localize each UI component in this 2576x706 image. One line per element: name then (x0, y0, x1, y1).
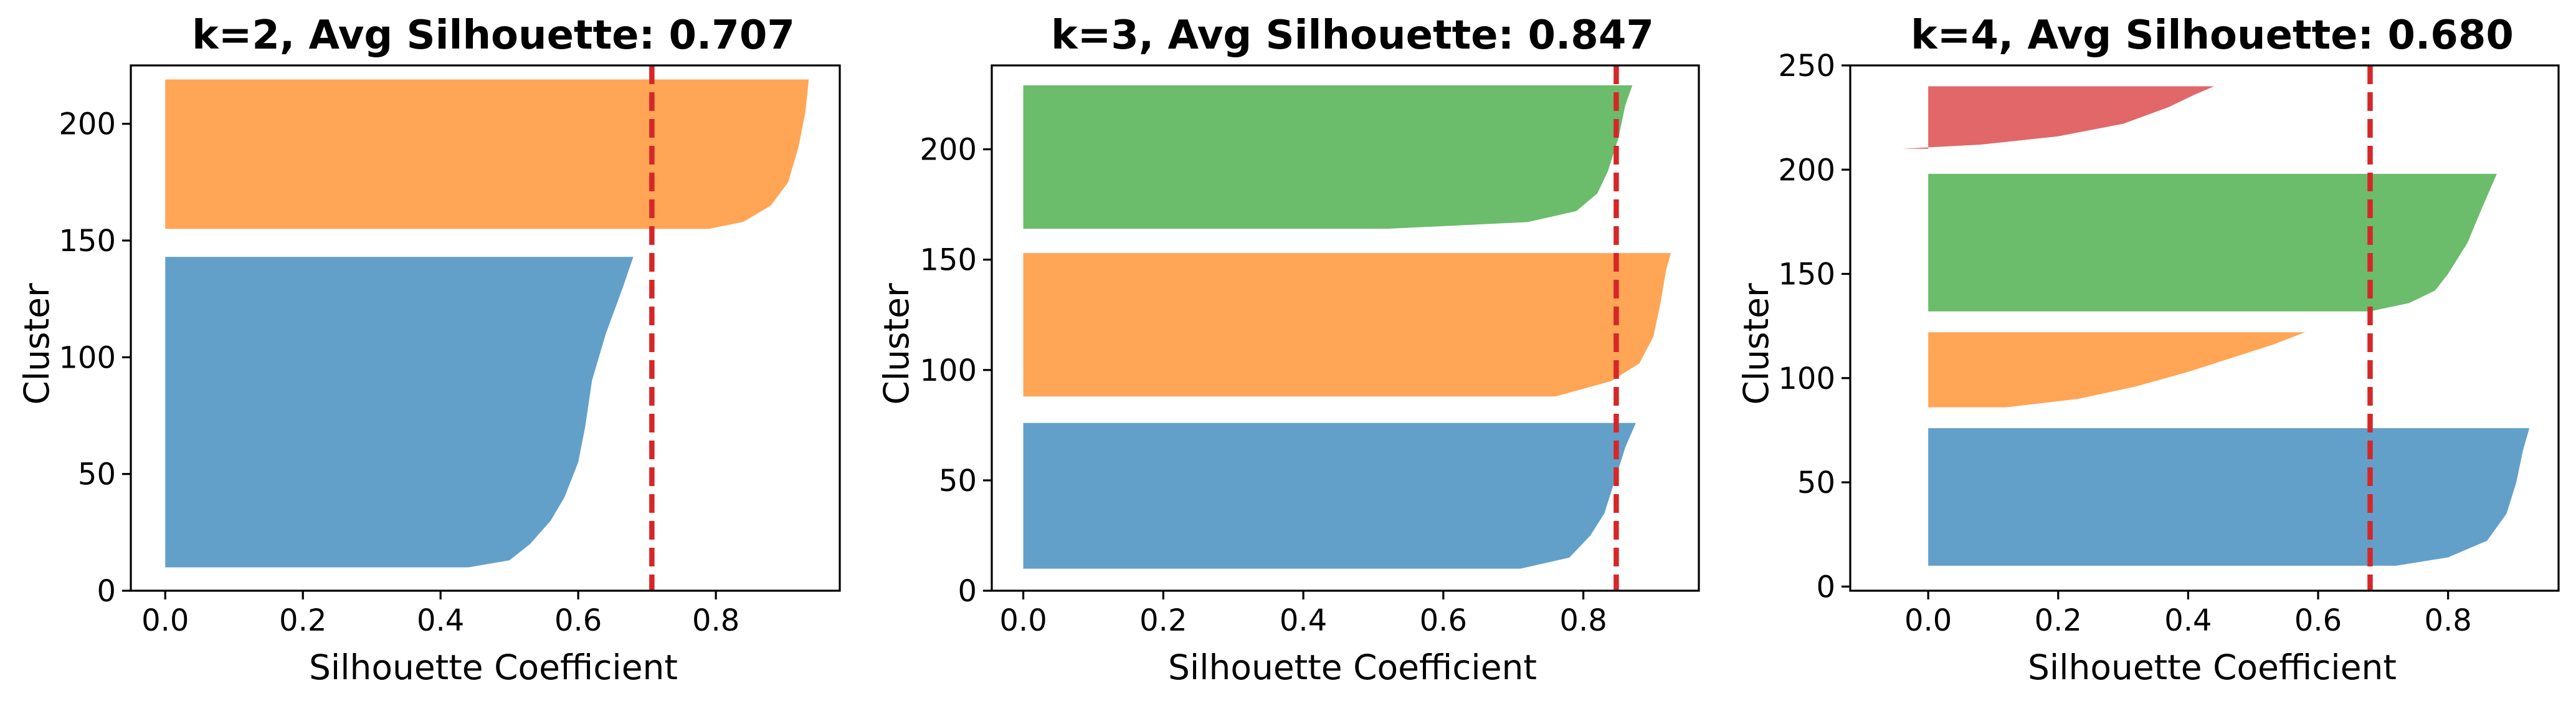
x-tick-label: 0.0 (141, 603, 189, 638)
subplot-title: k=3, Avg Silhouette: 0.847 (1051, 12, 1654, 59)
x-tick-label: 0.0 (999, 603, 1047, 638)
subplot-k4: k=4, Avg Silhouette: 0.680 Silhouette Co… (1736, 12, 2560, 687)
x-tick-label: 0.4 (417, 603, 464, 638)
y-tick-label: 150 (59, 224, 116, 259)
subplot-title: k=2, Avg Silhouette: 0.707 (192, 12, 795, 59)
x-tick-label: 0.6 (2294, 603, 2342, 638)
subplot-k2: k=2, Avg Silhouette: 0.707 Silhouette Co… (17, 12, 841, 687)
y-axis-label: Cluster (1736, 283, 1776, 405)
axes-frame (130, 64, 841, 592)
subplot-k3: k=3, Avg Silhouette: 0.847 Silhouette Co… (877, 12, 1700, 687)
x-tick-label: 0.6 (554, 603, 602, 638)
y-tick-label: 200 (59, 107, 116, 142)
x-tick-label: 0.4 (2164, 603, 2212, 638)
x-tick-label: 0.2 (1139, 603, 1187, 638)
x-tick-label: 0.4 (1280, 603, 1327, 638)
y-tick-label: 200 (1778, 153, 1835, 188)
x-tick-label: 0.2 (279, 603, 326, 638)
cluster-0-silhouette (1928, 428, 2530, 566)
cluster-2-silhouette (1023, 85, 1633, 229)
y-tick-label: 100 (1778, 361, 1835, 396)
cluster-0-silhouette (165, 257, 634, 568)
y-tick-label: 100 (59, 340, 116, 375)
y-tick-label: 50 (78, 457, 116, 492)
y-tick-label: 150 (1778, 257, 1835, 292)
cluster-1-silhouette (1928, 332, 2306, 408)
y-tick-label: 50 (1797, 465, 1835, 500)
x-tick-label: 0.8 (2424, 603, 2471, 638)
y-tick-label: 0 (958, 574, 977, 609)
x-axis-label: Silhouette Coefficient (2028, 647, 2397, 687)
y-tick-label: 250 (1778, 49, 1835, 83)
y-axis-label: Cluster (17, 283, 57, 405)
cluster-3-silhouette (1902, 86, 2215, 149)
y-tick-label: 0 (1816, 570, 1835, 604)
x-axis-label: Silhouette Coefficient (1168, 647, 1537, 687)
cluster-0-silhouette (1023, 422, 1636, 569)
y-tick-label: 0 (97, 574, 116, 609)
cluster-1-silhouette (165, 79, 809, 229)
cluster-1-silhouette (1023, 253, 1671, 397)
y-axis-label: Cluster (877, 283, 916, 405)
x-axis-label: Silhouette Coefficient (309, 647, 678, 687)
axes-frame (1849, 64, 2560, 592)
y-tick-label: 100 (920, 353, 977, 388)
cluster-2-silhouette (1928, 173, 2497, 312)
x-tick-label: 0.0 (1904, 603, 1952, 638)
subplot-title: k=4, Avg Silhouette: 0.680 (1911, 12, 2514, 59)
x-tick-label: 0.6 (1420, 603, 1467, 638)
y-tick-label: 50 (939, 464, 977, 498)
axes-frame (991, 64, 1700, 592)
y-tick-label: 200 (920, 133, 977, 168)
x-tick-label: 0.8 (692, 603, 739, 638)
y-tick-label: 150 (920, 243, 977, 278)
x-tick-label: 0.2 (2035, 603, 2082, 638)
x-tick-label: 0.8 (1559, 603, 1607, 638)
